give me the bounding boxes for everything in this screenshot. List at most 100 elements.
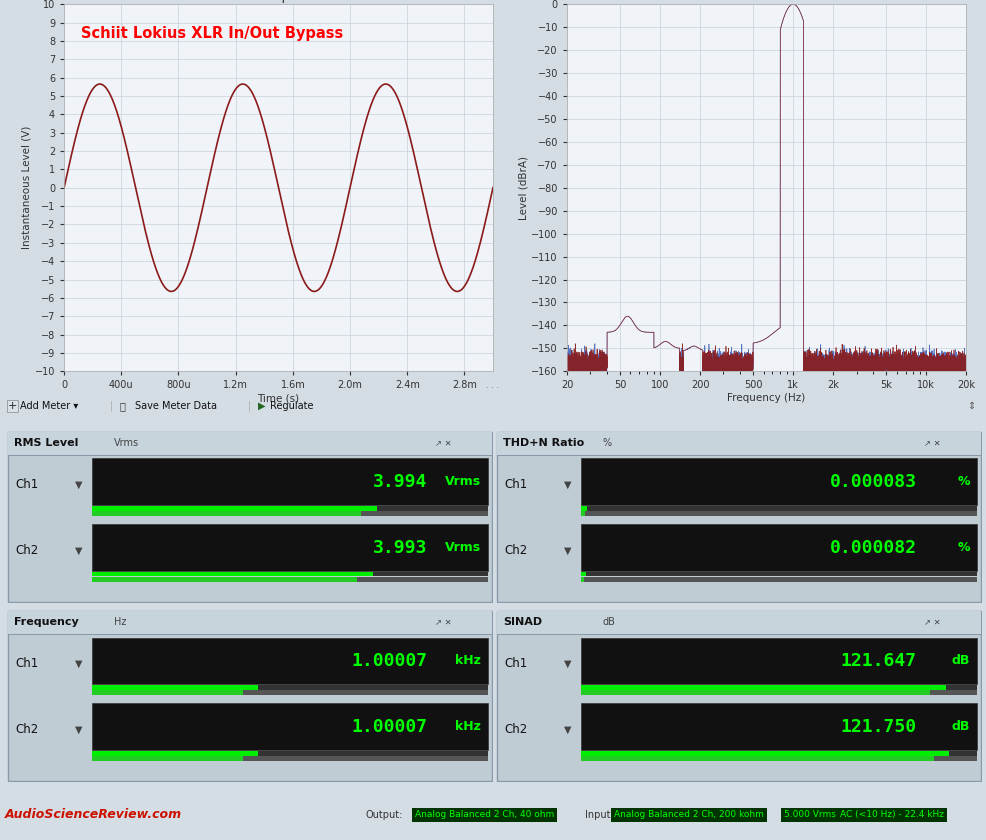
FancyBboxPatch shape xyxy=(581,512,585,516)
FancyBboxPatch shape xyxy=(92,506,378,511)
Text: ↗ ✕: ↗ ✕ xyxy=(924,618,941,627)
Title: FFT: FFT xyxy=(755,0,778,3)
FancyBboxPatch shape xyxy=(581,577,977,582)
FancyBboxPatch shape xyxy=(581,577,584,582)
FancyBboxPatch shape xyxy=(92,685,488,690)
FancyBboxPatch shape xyxy=(581,512,977,516)
Text: kHz: kHz xyxy=(455,654,481,668)
FancyBboxPatch shape xyxy=(8,611,492,634)
Text: 121.750: 121.750 xyxy=(840,718,916,736)
Text: ▼: ▼ xyxy=(75,480,82,490)
Text: Schiit Lokius XLR In/Out Bypass: Schiit Lokius XLR In/Out Bypass xyxy=(81,26,343,41)
Text: ▼: ▼ xyxy=(75,545,82,555)
Text: AC (<10 Hz) - 22.4 kHz: AC (<10 Hz) - 22.4 kHz xyxy=(840,811,944,819)
FancyBboxPatch shape xyxy=(92,572,488,576)
Text: · · ·: · · · xyxy=(486,385,500,393)
FancyBboxPatch shape xyxy=(581,685,977,690)
Text: Add Meter ▾: Add Meter ▾ xyxy=(20,402,78,411)
Y-axis label: Level (dBrA): Level (dBrA) xyxy=(519,155,528,220)
Text: Ch2: Ch2 xyxy=(16,544,38,557)
FancyBboxPatch shape xyxy=(497,611,981,634)
Text: Ch2: Ch2 xyxy=(505,544,528,557)
FancyBboxPatch shape xyxy=(8,432,492,601)
FancyBboxPatch shape xyxy=(92,756,488,761)
FancyBboxPatch shape xyxy=(497,432,981,601)
Text: 121.647: 121.647 xyxy=(840,652,916,670)
Text: 3.993: 3.993 xyxy=(373,538,427,557)
X-axis label: Time (s): Time (s) xyxy=(257,393,300,403)
Text: %: % xyxy=(957,475,970,488)
Text: Vrms: Vrms xyxy=(113,438,139,449)
Text: Ch1: Ch1 xyxy=(505,478,528,491)
FancyBboxPatch shape xyxy=(92,572,374,576)
Text: kHz: kHz xyxy=(455,721,481,733)
Text: ↗ ✕: ↗ ✕ xyxy=(924,438,941,448)
Text: RMS Level: RMS Level xyxy=(14,438,79,449)
Text: dB: dB xyxy=(951,654,970,668)
FancyBboxPatch shape xyxy=(92,524,488,571)
FancyBboxPatch shape xyxy=(92,506,488,511)
Text: Ch1: Ch1 xyxy=(16,478,38,491)
Text: Save Meter Data: Save Meter Data xyxy=(135,402,217,411)
FancyBboxPatch shape xyxy=(92,751,488,755)
Text: THD+N Ratio: THD+N Ratio xyxy=(503,438,585,449)
Text: +: + xyxy=(8,402,18,411)
Text: Ch2: Ch2 xyxy=(505,723,528,736)
Text: 0.000082: 0.000082 xyxy=(829,538,916,557)
Text: Frequency: Frequency xyxy=(14,617,79,627)
FancyBboxPatch shape xyxy=(581,756,934,761)
Text: Output:: Output: xyxy=(365,810,402,820)
FancyBboxPatch shape xyxy=(581,638,977,685)
Text: 1.00007: 1.00007 xyxy=(351,652,427,670)
X-axis label: Frequency (Hz): Frequency (Hz) xyxy=(728,393,806,403)
FancyBboxPatch shape xyxy=(497,611,981,780)
Text: dB: dB xyxy=(951,721,970,733)
FancyBboxPatch shape xyxy=(92,703,488,750)
Y-axis label: Instantaneous Level (V): Instantaneous Level (V) xyxy=(22,126,32,249)
FancyBboxPatch shape xyxy=(581,572,977,576)
Text: ▼: ▼ xyxy=(564,659,571,669)
FancyBboxPatch shape xyxy=(92,751,258,755)
Text: ▼: ▼ xyxy=(564,725,571,734)
Text: ▶: ▶ xyxy=(258,402,265,411)
Text: Regulate: Regulate xyxy=(270,402,314,411)
FancyBboxPatch shape xyxy=(92,512,488,516)
Text: Ch1: Ch1 xyxy=(505,657,528,670)
Text: %: % xyxy=(957,541,970,554)
Text: ▼: ▼ xyxy=(564,480,571,490)
Text: Hz: Hz xyxy=(113,617,126,627)
Text: Vrms: Vrms xyxy=(445,475,481,488)
FancyBboxPatch shape xyxy=(581,506,587,511)
Text: |: | xyxy=(110,401,113,412)
Text: Analog Balanced 2 Ch, 200 kohm: Analog Balanced 2 Ch, 200 kohm xyxy=(614,811,764,819)
Text: |: | xyxy=(248,401,251,412)
FancyBboxPatch shape xyxy=(92,690,243,696)
Text: dB: dB xyxy=(602,617,616,627)
Text: ↗ ✕: ↗ ✕ xyxy=(435,618,452,627)
Text: ▼: ▼ xyxy=(564,545,571,555)
FancyBboxPatch shape xyxy=(92,685,258,690)
FancyBboxPatch shape xyxy=(8,633,492,635)
FancyBboxPatch shape xyxy=(581,751,977,755)
FancyBboxPatch shape xyxy=(581,506,977,511)
Text: AudioScienceReview.com: AudioScienceReview.com xyxy=(5,808,182,822)
Text: ▼: ▼ xyxy=(75,659,82,669)
Text: 1.00007: 1.00007 xyxy=(351,718,427,736)
FancyBboxPatch shape xyxy=(92,512,361,516)
FancyBboxPatch shape xyxy=(497,633,981,635)
Text: ↗ ✕: ↗ ✕ xyxy=(435,438,452,448)
Text: ▼: ▼ xyxy=(75,725,82,734)
Text: Ch2: Ch2 xyxy=(16,723,38,736)
FancyBboxPatch shape xyxy=(581,751,950,755)
Text: 3.994: 3.994 xyxy=(373,473,427,491)
Text: 5.000 Vrms: 5.000 Vrms xyxy=(784,811,836,819)
FancyBboxPatch shape xyxy=(581,459,977,506)
FancyBboxPatch shape xyxy=(581,690,977,696)
Text: 0.000083: 0.000083 xyxy=(829,473,916,491)
Text: ⇕: ⇕ xyxy=(967,402,975,411)
Text: Analog Balanced 2 Ch, 40 ohm: Analog Balanced 2 Ch, 40 ohm xyxy=(415,811,554,819)
FancyBboxPatch shape xyxy=(497,454,981,456)
Text: SINAD: SINAD xyxy=(503,617,542,627)
FancyBboxPatch shape xyxy=(581,703,977,750)
FancyBboxPatch shape xyxy=(497,432,981,455)
